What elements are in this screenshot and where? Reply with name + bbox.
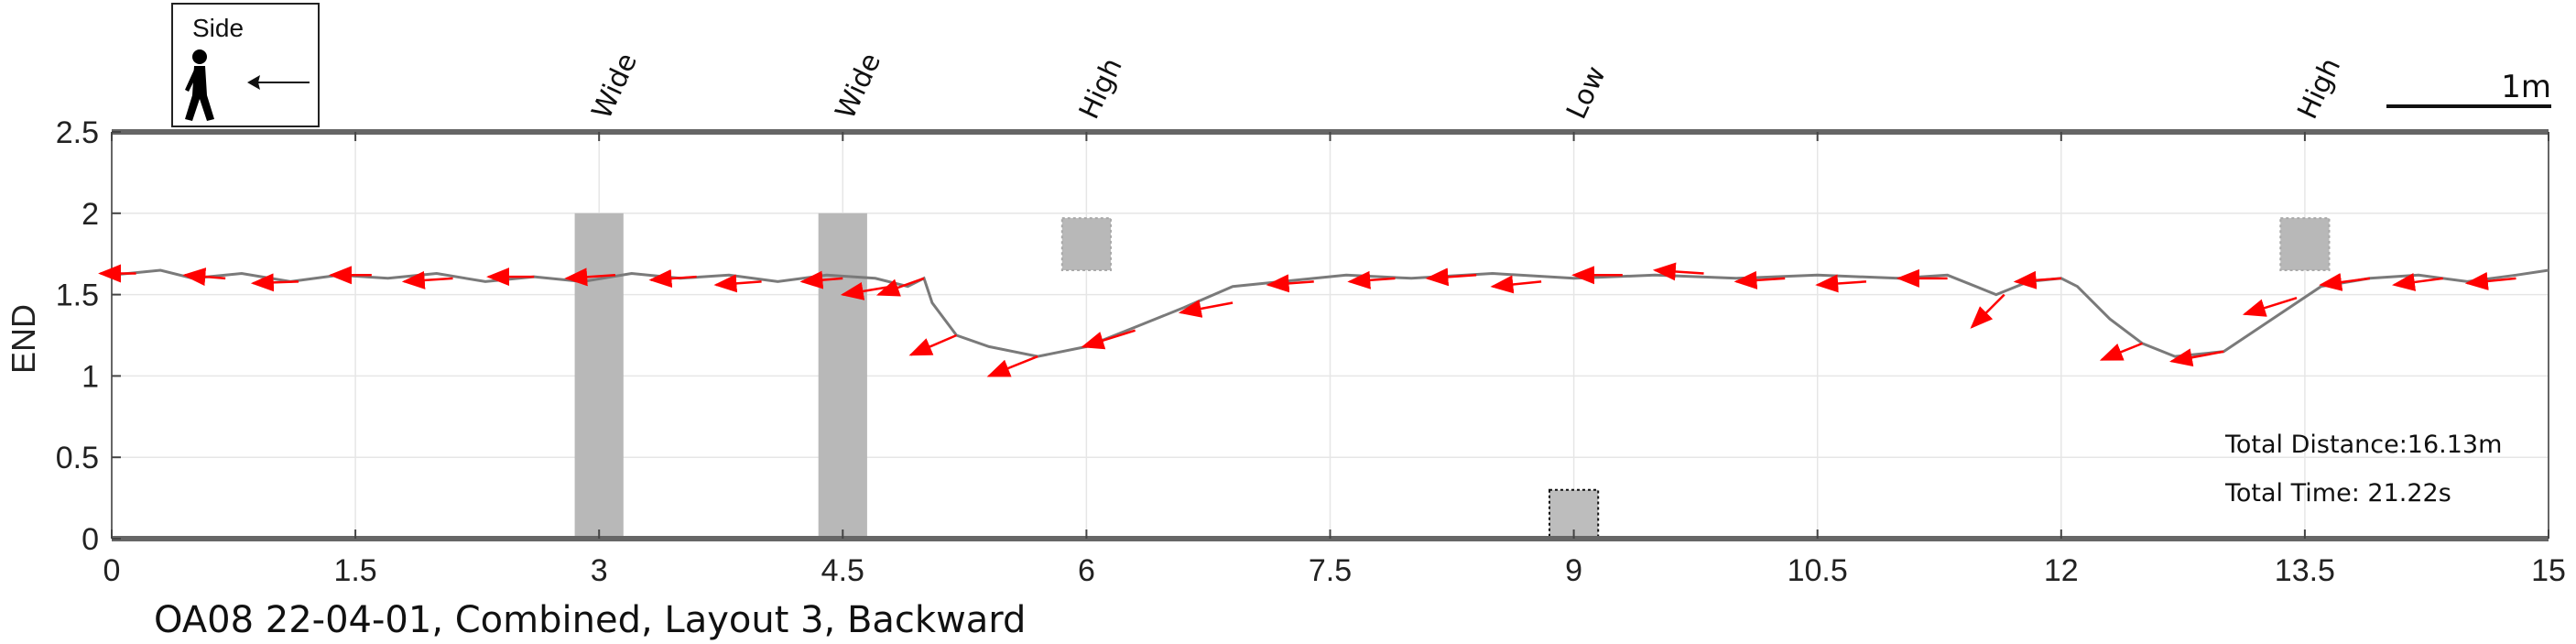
heading-arrow — [1490, 275, 1542, 294]
x-tick-label: 0 — [103, 553, 121, 588]
obstacles — [574, 213, 2331, 540]
y-tick-label: 0 — [82, 522, 99, 557]
axes — [111, 129, 2549, 541]
heading-arrow — [1178, 300, 1234, 318]
heading-arrow — [986, 355, 1038, 377]
heading-arrow — [2013, 270, 2061, 289]
x-tick-label: 4.5 — [821, 553, 864, 588]
heading-arrow — [182, 267, 226, 287]
heading-arrow — [1815, 274, 1867, 293]
heading-arrow — [1347, 270, 1396, 289]
y-axis-label: END — [5, 304, 42, 374]
walking-person-icon — [185, 49, 214, 121]
total-time-text: Total Time: 21.22s — [2224, 479, 2451, 508]
obstacle-high — [2279, 217, 2331, 271]
x-tick-label: 15 — [2531, 553, 2566, 588]
scale-bar-label: 1m — [2501, 69, 2551, 105]
heading-arrow — [2099, 342, 2143, 361]
heading-arrow — [2242, 296, 2298, 317]
x-tick-label: 13.5 — [2275, 553, 2335, 588]
obstacle-label: Wide — [586, 49, 644, 125]
heading-arrow — [1970, 293, 2005, 329]
heading-arrow — [2391, 273, 2443, 291]
obstacle-wide — [818, 213, 867, 540]
x-tick-label: 10.5 — [1788, 553, 1848, 588]
heading-arrow — [1652, 262, 1704, 281]
heading-arrow — [1425, 267, 1477, 287]
x-tick-label: 3 — [591, 553, 608, 588]
x-tick-label: 7.5 — [1309, 553, 1352, 588]
y-tick-label: 2.5 — [56, 115, 99, 150]
y-tick-label: 0.5 — [56, 441, 99, 475]
obstacle-labels: Wide Wide High Low High — [586, 49, 2348, 125]
tick-labels: 0 1.5 3 4.5 6 7.5 9 10.5 12 13.5 15 0 0.5 1 1.5 2 2.5 — [56, 115, 2566, 588]
trajectory-line — [111, 268, 2549, 358]
heading-arrow — [2168, 348, 2224, 367]
heading-arrow — [250, 273, 299, 292]
heading-arrow — [1266, 274, 1314, 293]
heading-arrow — [713, 274, 762, 293]
x-tick-label: 1.5 — [333, 553, 376, 588]
legend-box: Side — [171, 3, 320, 127]
heading-arrow — [1081, 329, 1136, 350]
y-tick-label: 1.5 — [56, 278, 99, 313]
heading-arrow — [799, 270, 843, 289]
y-tick-label: 1 — [82, 359, 99, 394]
total-distance-text: Total Distance:16.13m — [2224, 431, 2502, 459]
heading-arrow — [908, 333, 957, 356]
obstacle-label: Low — [1560, 61, 1613, 124]
trajectory-series — [111, 268, 2549, 358]
x-tick-label: 6 — [1078, 553, 1095, 588]
obstacle-label: Wide — [830, 49, 887, 125]
heading-arrow — [648, 269, 697, 288]
obstacle-label: High — [1073, 53, 1129, 124]
heading-arrow — [2464, 271, 2516, 290]
grid — [111, 131, 2549, 540]
x-tick-label: 9 — [1565, 553, 1582, 588]
heading-arrow — [1734, 270, 1786, 289]
heading-arrow — [2319, 273, 2371, 291]
scale-bar: 1m — [2386, 69, 2551, 108]
obstacle-label: High — [2291, 53, 2347, 124]
heading-arrow — [401, 270, 453, 289]
heading-arrow — [875, 277, 925, 297]
legend-label: Side — [192, 14, 244, 42]
heading-arrow — [564, 267, 616, 287]
heading-arrows — [98, 262, 2516, 377]
x-tick-label: 12 — [2044, 553, 2079, 588]
chart-title: OA08 22-04-01, Combined, Layout 3, Backw… — [154, 599, 1026, 641]
direction-arrow-icon — [247, 75, 310, 90]
y-tick-label: 2 — [82, 197, 99, 232]
obstacle-wide — [574, 213, 624, 540]
obstacle-high — [1060, 217, 1113, 271]
